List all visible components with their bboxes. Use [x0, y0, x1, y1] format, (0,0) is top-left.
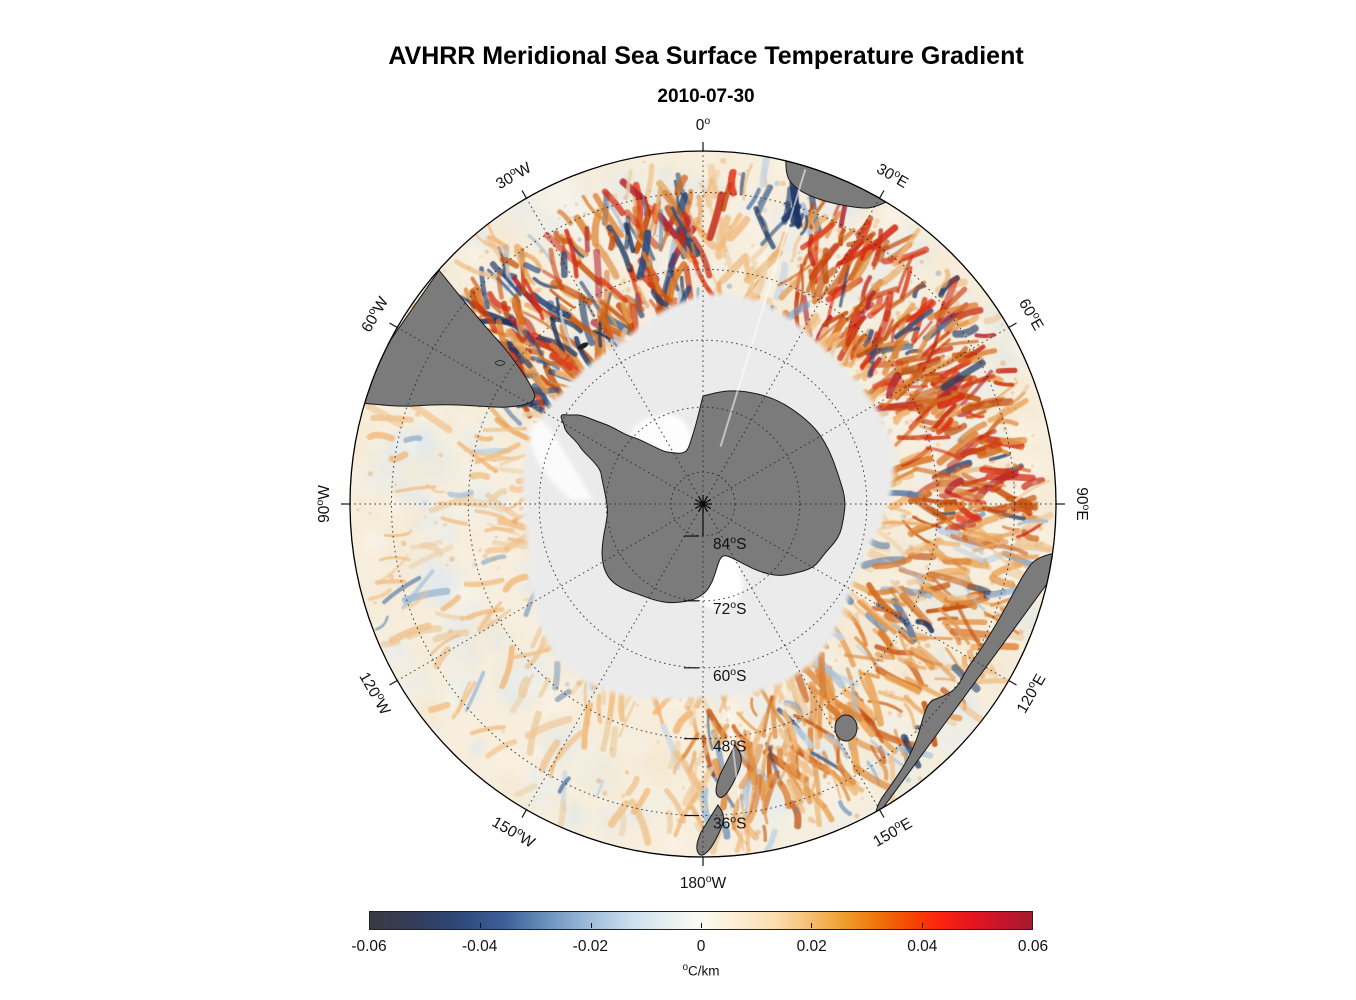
parallel-labels: 84oS 72oS 60oS 48oS 36oS: [684, 534, 746, 833]
colorbar-tick: [811, 923, 813, 928]
colorbar-tick-label: 0.02: [796, 938, 827, 955]
graticule: [350, 151, 1056, 857]
swath-seam: [719, 169, 807, 447]
colorbar-tick: [590, 923, 592, 928]
meridian-label: 90oW: [314, 485, 333, 523]
meridian-label-group: 150oW: [489, 812, 539, 852]
parallel-label: 60oS: [713, 666, 746, 685]
meridian-label-group: 60oW: [357, 293, 393, 335]
map-layers: [350, 151, 1056, 856]
colorbar-tick-label: 0: [696, 938, 706, 955]
colorbar-tick-label: 0.04: [907, 938, 938, 955]
meridian-label-group: 90oE: [1073, 487, 1092, 520]
meridian-label: 60oW: [357, 293, 393, 335]
meridian-label: 120oE: [1012, 670, 1049, 716]
colorbar-gradient: [369, 911, 1033, 930]
colorbar-tick: [480, 923, 482, 928]
colorbar-tick-label: -0.02: [572, 938, 608, 955]
meridian-label: 0o​: [696, 115, 711, 134]
meridian-label: 90oE: [1073, 487, 1092, 520]
meridian-label: 180oW: [680, 873, 727, 892]
swath-seam: [726, 702, 747, 852]
meridian-label-group: 90oW: [314, 485, 333, 523]
meridian-label: 60oE: [1015, 295, 1048, 333]
colorbar-tick-label: 0.06: [1017, 938, 1049, 955]
meridian-label-group: 30oE: [874, 159, 912, 192]
colorbar-tick-label: -0.06: [351, 938, 387, 955]
meridian-label: 150oE: [869, 813, 915, 850]
meridian-label-group: 120oE: [1012, 670, 1050, 716]
meridian-label-group: 180oW: [680, 873, 727, 892]
meridian-label-group: 30oW: [492, 158, 534, 194]
meridian-label: 30oW: [492, 158, 534, 194]
tasmania-island: [834, 714, 858, 742]
colorbar-tick: [701, 923, 702, 928]
meridian-label: 150oW: [489, 812, 539, 852]
parallel-label: 48oS: [713, 737, 746, 756]
meridian-label-group: 0o​: [696, 115, 711, 134]
meridian-label-group: 120oW: [355, 668, 395, 718]
meridian-label-group: 60oE: [1015, 295, 1048, 333]
australia-landmass: [873, 548, 1056, 821]
meridian-label: 120oW: [355, 668, 395, 718]
parallel-label: 84oS: [713, 534, 746, 553]
peninsula-west-patch: [530, 420, 594, 501]
parallel-label: 36oS: [713, 814, 746, 833]
south-america-landmass: [350, 269, 536, 408]
parallel-label: 72oS: [713, 599, 746, 618]
meridian-label-group: 150oE: [869, 813, 915, 851]
south-georgia-island: [577, 342, 589, 350]
colorbar-tick-label: -0.04: [461, 938, 498, 955]
colorbar-unit-label: oC/km: [682, 962, 720, 979]
pole-marker-icon: [694, 495, 712, 537]
colorbar-tick: [921, 923, 923, 928]
meridian-ticks: [341, 142, 1065, 866]
meridian-label: 30oE: [874, 159, 912, 192]
falkland-islands: [495, 360, 505, 366]
